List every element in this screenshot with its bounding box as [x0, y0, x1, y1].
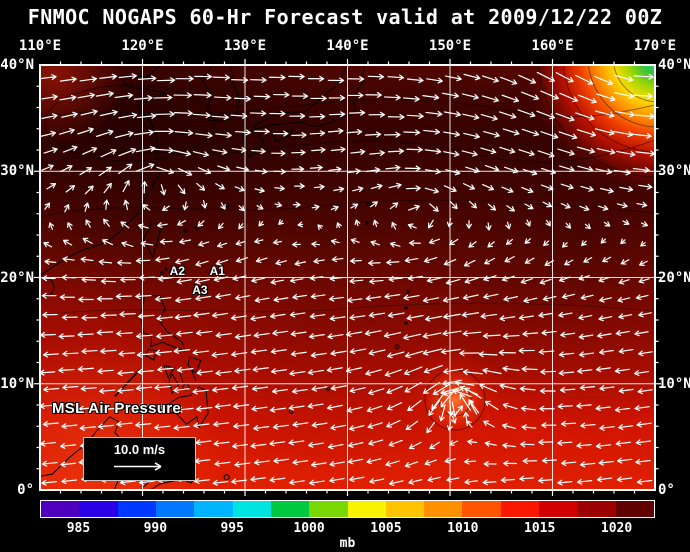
colorbar-tick-label: 1015 [524, 521, 556, 536]
lon-axis-label: 140°E [326, 38, 369, 54]
colorbar-tick-label: 1005 [370, 521, 402, 536]
map-border [39, 64, 656, 491]
colorbar-segment [41, 501, 80, 517]
lat-axis-label-right: 40°N [658, 57, 690, 73]
page-title: FNMOC NOGAPS 60-Hr Forecast valid at 200… [27, 5, 663, 29]
colorbar-segment [117, 501, 156, 517]
wind-legend-arrow-icon [113, 462, 161, 471]
colorbar-segment [615, 501, 654, 517]
colorbar-segment [309, 501, 348, 517]
lon-axis-label: 170°E [633, 38, 677, 54]
colorbar-tick-labels: 985 990 995 1000 1005 1010 1015 1020 [40, 521, 655, 536]
wind-speed-legend: 10.0 m/s [83, 437, 196, 481]
colorbar [40, 500, 655, 518]
colorbar-segment [462, 501, 501, 517]
lat-axis-label-right: 10°N [658, 375, 690, 392]
wind-legend-label: 10.0 m/s [113, 442, 166, 457]
colorbar-tick-label: 990 [143, 521, 168, 536]
field-label: MSL Air Pressure [52, 400, 182, 417]
colorbar-segment [155, 501, 195, 517]
lat-axis-label-left: 10°N [0, 375, 34, 392]
lat-axis-label-left: 30°N [0, 163, 34, 180]
colorbar-tick-label: 1000 [293, 521, 325, 536]
colorbar-segment [500, 501, 540, 517]
lat-axis-label-left: 20°N [0, 269, 34, 286]
lon-axis-label: 160°E [531, 38, 574, 54]
lat-axis-label-right: 20°N [658, 269, 690, 286]
colorbar-segment [577, 501, 616, 517]
colorbar-tick-label: 985 [66, 521, 91, 536]
lat-axis-label-left: 40°N [0, 57, 34, 73]
colorbar-segment [79, 501, 118, 517]
colorbar-tick-label: 1020 [600, 521, 633, 536]
lon-axis-label: 130°E [223, 38, 267, 54]
wind-vectors [40, 71, 655, 486]
colorbar-segment [424, 501, 463, 517]
lat-axis-label-right: 0° [658, 482, 675, 498]
colorbar-tick-label: 1010 [447, 521, 479, 536]
colorbar-tick-label: 995 [220, 521, 244, 536]
colorbar-unit: mb [339, 536, 356, 551]
lat-axis-label-left: 0° [17, 482, 34, 498]
lon-axis-label: 110°E [18, 38, 62, 54]
colorbar-segment [270, 501, 310, 517]
colorbar-segment [194, 501, 233, 517]
colorbar-segment [385, 501, 425, 517]
colorbar-segment [347, 501, 386, 517]
pressure-wind-map [34, 59, 661, 496]
lat-axis-label-right: 30°N [658, 163, 690, 180]
colorbar-segment [539, 501, 578, 517]
colorbar-segment [232, 501, 271, 517]
lon-axis-label: 120°E [121, 38, 164, 54]
lon-axis-label: 150°E [428, 38, 472, 54]
